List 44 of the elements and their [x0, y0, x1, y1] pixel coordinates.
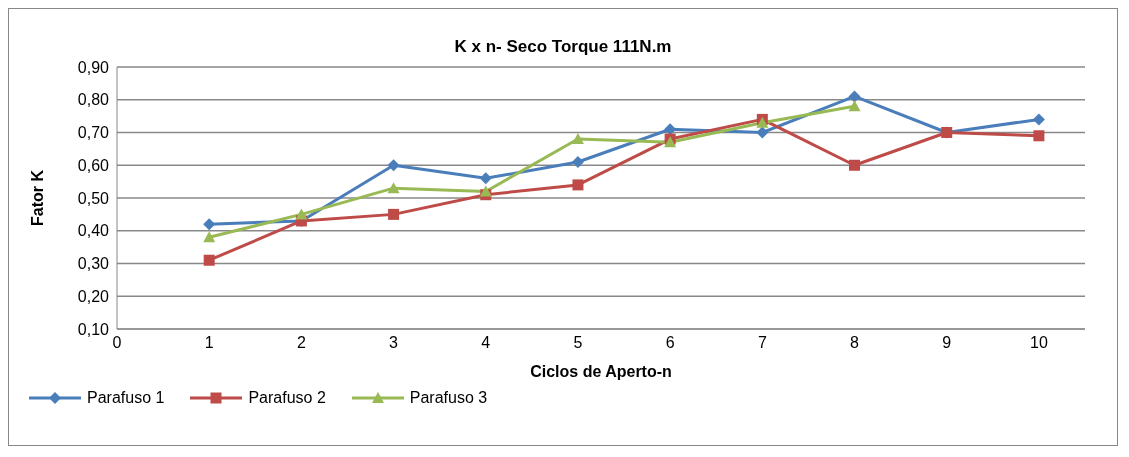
point — [479, 185, 492, 197]
y-tick-label: 0,70 — [77, 124, 110, 142]
x-tick-label: 1 — [204, 334, 214, 352]
y-tick-label: 0,90 — [77, 58, 110, 76]
legend-label: Parafuso 2 — [248, 389, 326, 407]
y-tick-label: 0,10 — [77, 320, 110, 338]
x-axis-title: Ciclos de Aperto-n — [530, 363, 672, 380]
point — [203, 231, 216, 243]
y-tick-label: 0,80 — [77, 91, 110, 109]
x-tick-label: 9 — [942, 334, 952, 352]
x-tick-label: 4 — [481, 334, 491, 352]
point — [203, 218, 216, 231]
point — [849, 159, 861, 171]
y-tick-label: 0,40 — [77, 222, 110, 240]
y-tick-label: 0,30 — [77, 255, 110, 273]
point — [1032, 113, 1045, 126]
legend-label: Parafuso 3 — [409, 389, 488, 407]
point — [571, 133, 584, 145]
x-tick-label: 8 — [850, 334, 860, 352]
y-tick-label: 0,60 — [77, 156, 110, 174]
point — [848, 100, 861, 112]
x-tick-label: 7 — [757, 334, 767, 352]
point — [388, 208, 400, 220]
y-tick-label: 0,20 — [77, 287, 110, 305]
point — [571, 155, 584, 168]
point — [387, 159, 400, 172]
x-tick-label: 5 — [573, 334, 583, 352]
point — [295, 208, 308, 220]
point — [479, 172, 492, 185]
chart-title: K x n- Seco Torque 111N.m — [453, 36, 673, 58]
point — [572, 179, 584, 191]
x-tick-label: 2 — [296, 334, 306, 352]
point — [387, 182, 400, 194]
point — [848, 90, 861, 103]
x-tick-label: 6 — [665, 334, 675, 352]
x-tick-label: 10 — [1030, 334, 1048, 352]
y-axis-title: Fator K — [28, 169, 46, 226]
y-tick-label: 0,50 — [77, 189, 110, 207]
legend-label: Parafuso 1 — [87, 389, 165, 407]
x-tick-label: 3 — [389, 334, 399, 352]
x-tick-label: 0 — [112, 334, 122, 352]
point — [756, 126, 769, 139]
point — [1033, 130, 1045, 142]
point — [203, 254, 215, 266]
